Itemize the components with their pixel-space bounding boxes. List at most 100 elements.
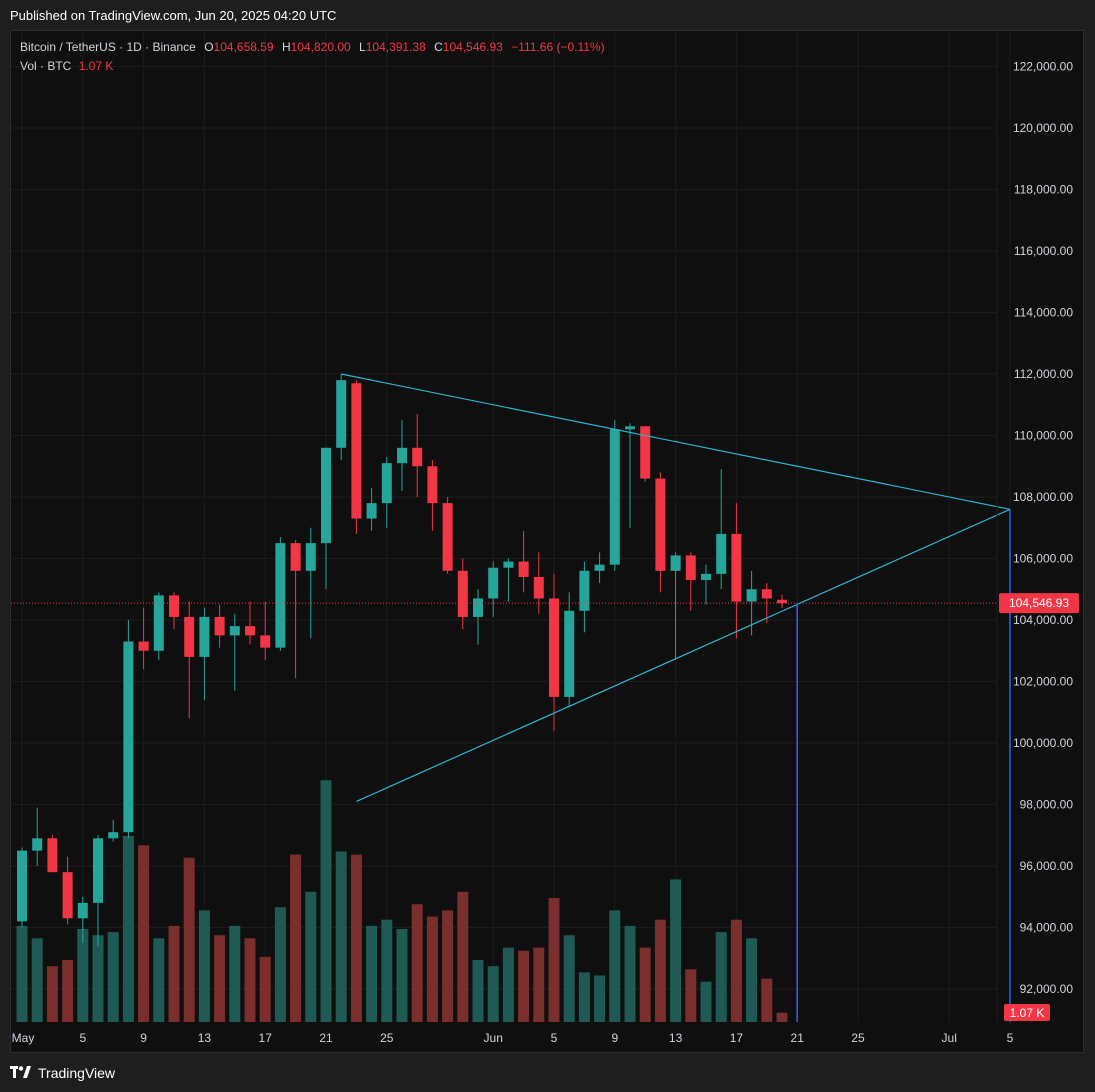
volume-bar — [107, 932, 119, 1022]
candle-body[interactable] — [655, 478, 666, 571]
y-tick-label: 118,000.00 — [1014, 183, 1073, 197]
candle-body[interactable] — [594, 564, 605, 571]
candle-body[interactable] — [488, 567, 499, 599]
candlestick-chart[interactable]: 122,000.00 120,000.00 118,000.00 116,000.00… — [0, 0, 1095, 1060]
y-tick-label: 110,000.00 — [1014, 429, 1073, 443]
volume-bar — [259, 956, 271, 1022]
x-tick-label: Jun — [484, 1031, 503, 1045]
candle-body[interactable] — [746, 589, 757, 602]
candle-body[interactable] — [640, 426, 651, 479]
candle-body[interactable] — [518, 561, 529, 577]
candle-body[interactable] — [670, 555, 681, 571]
candle-body[interactable] — [473, 598, 483, 617]
volume-bar — [730, 919, 742, 1022]
candle-body[interactable] — [533, 576, 544, 599]
x-tick-label: 21 — [791, 1031, 805, 1045]
candle-body[interactable] — [731, 533, 742, 602]
candle-body[interactable] — [32, 838, 43, 851]
candle-body[interactable] — [123, 641, 134, 833]
volume-bar — [198, 910, 210, 1022]
candle-body[interactable] — [321, 447, 331, 544]
candle-body[interactable] — [777, 599, 787, 604]
candle-body[interactable] — [17, 850, 27, 922]
candle-body[interactable] — [381, 463, 392, 504]
triangle-trendline[interactable] — [356, 508, 1011, 802]
volume-label[interactable]: Vol · BTC — [20, 59, 72, 73]
tradingview-logo-icon[interactable] — [10, 1066, 32, 1080]
candle-body[interactable] — [275, 543, 286, 648]
y-tick-label: 122,000.00 — [1013, 60, 1073, 74]
candle-body[interactable] — [427, 466, 438, 504]
x-tick-label: 13 — [669, 1031, 683, 1045]
x-tick-label: 25 — [380, 1031, 394, 1045]
candle-body[interactable] — [366, 503, 377, 519]
candle-body[interactable] — [77, 902, 88, 919]
candle-body[interactable] — [701, 573, 711, 581]
volume-bar — [548, 898, 560, 1022]
candle-body[interactable] — [625, 426, 635, 430]
volume-bar — [518, 950, 530, 1022]
x-tick-label: 13 — [198, 1031, 212, 1045]
candle-body[interactable] — [245, 626, 255, 636]
candle-body[interactable] — [457, 570, 468, 617]
y-tick-label: 112,000.00 — [1014, 367, 1073, 381]
candle-body[interactable] — [93, 838, 103, 903]
candle-body[interactable] — [442, 503, 453, 571]
candle-body[interactable] — [716, 533, 727, 574]
published-banner: Published on TradingView.com, Jun 20, 20… — [0, 0, 1095, 30]
candle-body[interactable] — [169, 595, 179, 617]
candle-body[interactable] — [184, 616, 195, 657]
candle-body[interactable] — [305, 543, 316, 571]
y-tick-label: 116,000.00 — [1014, 244, 1073, 258]
candle-body[interactable] — [564, 610, 575, 697]
volume-bar — [670, 879, 682, 1022]
candle-body[interactable] — [549, 598, 559, 697]
volume-bar — [487, 966, 499, 1022]
x-tick-label: 5 — [1007, 1031, 1014, 1045]
volume-bar — [229, 925, 241, 1022]
volume-bar — [381, 919, 393, 1022]
volume-bar — [700, 981, 712, 1022]
candle-body[interactable] — [761, 589, 772, 599]
candle-body[interactable] — [579, 570, 590, 611]
candle-body[interactable] — [138, 641, 149, 651]
volume-bar — [426, 916, 438, 1022]
candle-body[interactable] — [108, 832, 119, 839]
candle-body[interactable] — [290, 543, 301, 571]
last-volume-tag — [1004, 1004, 1050, 1021]
volume-bar — [153, 938, 165, 1022]
volume-bar — [183, 857, 195, 1022]
y-tick-label: 120,000.00 — [1013, 121, 1073, 135]
candle-body[interactable] — [153, 595, 164, 651]
volume-bar — [502, 947, 514, 1022]
volume-bar — [411, 904, 423, 1022]
footer-brand[interactable]: TradingView — [38, 1065, 116, 1081]
symbol-label[interactable]: Bitcoin / TetherUS · 1D · Binance — [20, 40, 196, 54]
candle-body[interactable] — [214, 616, 225, 636]
candle-body[interactable] — [260, 635, 271, 648]
volume-bar — [609, 910, 621, 1022]
volume-bar — [624, 925, 636, 1022]
candle-body[interactable] — [397, 447, 407, 464]
x-tick-label: 5 — [551, 1031, 558, 1045]
triangle-trendline[interactable] — [341, 373, 1011, 510]
last-price-label: 104,546.93 — [1009, 596, 1069, 610]
candle-body[interactable] — [351, 383, 362, 519]
x-tick-label: 9 — [140, 1031, 147, 1045]
last-volume-label: 1.07 K — [1010, 1006, 1045, 1020]
candle-body[interactable] — [503, 561, 514, 568]
volume-value: 1.07 K — [78, 59, 114, 73]
x-tick-label: 25 — [851, 1031, 865, 1045]
candle-body[interactable] — [62, 872, 73, 919]
candle-body[interactable] — [47, 838, 58, 873]
volume-bar — [761, 978, 773, 1022]
candle-body[interactable] — [609, 429, 620, 565]
volume-bar — [62, 960, 74, 1022]
candle-body[interactable] — [412, 447, 423, 467]
candle-body[interactable] — [229, 626, 240, 636]
candle-body[interactable] — [199, 616, 210, 657]
high-value: 104,820.00 — [290, 40, 351, 54]
candle-body[interactable] — [685, 555, 696, 581]
y-tick-label: 108,000.00 — [1013, 490, 1073, 504]
candle-body[interactable] — [336, 380, 347, 448]
